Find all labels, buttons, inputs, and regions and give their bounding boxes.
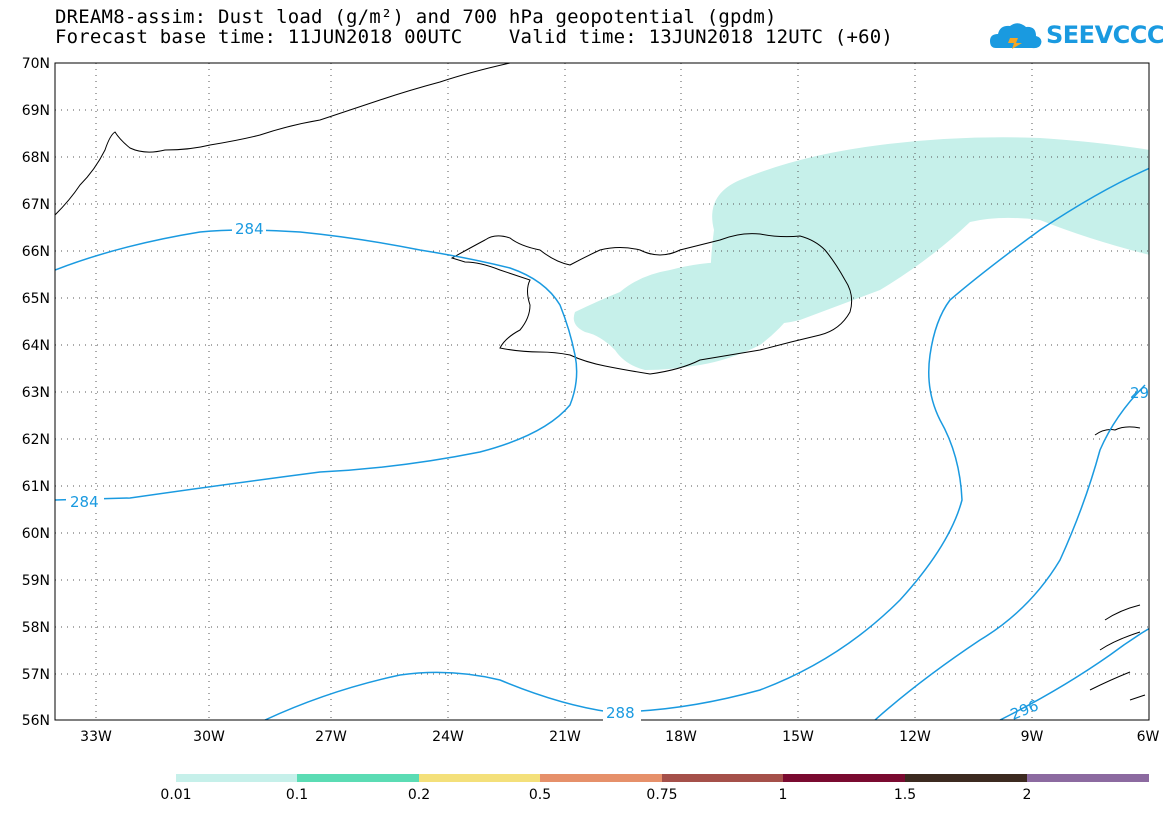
lon-label: 6W [1136, 729, 1160, 745]
lat-label: 70N [21, 56, 50, 72]
contour-296 [874, 384, 1146, 720]
lat-label: 69N [21, 103, 50, 119]
lat-label: 57N [21, 667, 50, 683]
lon-label: 33W [80, 729, 112, 745]
colorbar-label: 0.01 [160, 787, 192, 803]
contour-label: 284 [235, 220, 264, 238]
colorbar-label: 2 [1022, 787, 1032, 803]
colorbar-segment [540, 774, 662, 782]
colorbar-label: 0.2 [407, 787, 431, 803]
lat-label: 56N [21, 713, 50, 729]
lat-label: 63N [21, 385, 50, 401]
colorbar-segment [905, 774, 1027, 782]
lat-label: 58N [21, 620, 50, 636]
colorbar-label: 0.1 [285, 787, 309, 803]
lon-label: 30W [193, 729, 225, 745]
lat-label: 60N [21, 526, 50, 542]
lat-label: 59N [21, 573, 50, 589]
lon-label: 9W [1020, 729, 1044, 745]
logo-text: SEEVCCC [1046, 21, 1165, 49]
contour-288 [264, 167, 1149, 720]
dust-plume-northeast [710, 137, 1149, 324]
colorbar-segment [176, 774, 297, 782]
map-title: DREAM8-assim: Dust load (g/m²) and 700 h… [55, 6, 777, 28]
colorbar-segment [662, 774, 783, 782]
lat-label: 65N [21, 291, 50, 307]
colorbar-label: 1.5 [893, 787, 917, 803]
lat-label: 64N [21, 338, 50, 354]
greenland-coast [55, 63, 511, 216]
contour-label: 288 [606, 704, 635, 722]
lon-label: 27W [315, 729, 347, 745]
dust-over-iceland [573, 261, 797, 370]
lon-label: 21W [549, 729, 581, 745]
contour-284 [55, 229, 578, 501]
lat-label: 62N [21, 432, 50, 448]
lon-label: 12W [899, 729, 931, 745]
cloud-logo-icon [990, 23, 1042, 49]
lon-label: 18W [665, 729, 697, 745]
contour-label: 29 [1130, 384, 1149, 402]
faroe-norway-coast [1089, 426, 1146, 701]
graticule [55, 63, 1149, 720]
plot-frame [54, 62, 1150, 721]
colorbar-label: 0.75 [646, 787, 678, 803]
colorbar-segment [297, 774, 419, 782]
colorbar-segment [783, 774, 905, 782]
lat-label: 67N [21, 197, 50, 213]
colorbar-label: 1 [778, 787, 788, 803]
colorbar-segment [1027, 774, 1149, 782]
dust-shading [573, 137, 1149, 370]
coastlines [55, 63, 1146, 701]
iceland-coast [450, 233, 853, 375]
lat-label: 61N [21, 479, 50, 495]
lon-label: 15W [782, 729, 814, 745]
lon-label: 24W [432, 729, 464, 745]
colorbar-segment [419, 774, 540, 782]
contour-label: 284 [70, 493, 99, 511]
lat-label: 68N [21, 150, 50, 166]
contour-300 [999, 627, 1149, 720]
lat-label: 66N [21, 244, 50, 260]
map-subtitle: Forecast base time: 11JUN2018 00UTC Vali… [55, 26, 894, 48]
colorbar-label: 0.5 [528, 787, 552, 803]
